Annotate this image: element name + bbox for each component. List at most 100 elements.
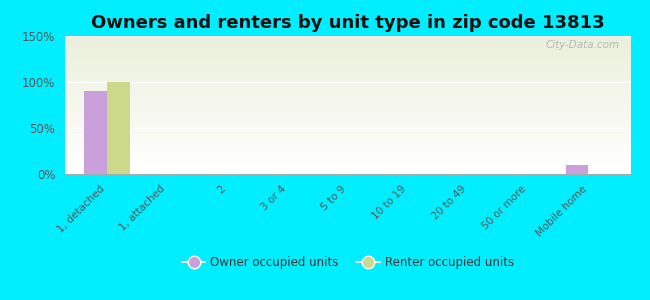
Text: City-Data.com: City-Data.com: [545, 40, 619, 50]
Bar: [65, 109, 630, 110]
Bar: [65, 58, 630, 59]
Bar: [84, 91, 107, 174]
Bar: [65, 171, 630, 172]
Bar: [65, 93, 630, 94]
Bar: [65, 83, 630, 84]
Bar: [65, 75, 630, 76]
Bar: [65, 126, 630, 127]
Bar: [65, 127, 630, 128]
Bar: [65, 72, 630, 73]
Bar: [65, 117, 630, 119]
Bar: [65, 120, 630, 122]
Bar: [65, 138, 630, 140]
Bar: [65, 51, 630, 52]
Bar: [65, 110, 630, 112]
Bar: [65, 158, 630, 159]
Bar: [65, 108, 630, 109]
Bar: [65, 159, 630, 160]
Bar: [65, 38, 630, 39]
Bar: [65, 40, 630, 41]
Bar: [65, 115, 630, 116]
Bar: [65, 156, 630, 158]
Bar: [65, 142, 630, 144]
Bar: [65, 163, 630, 164]
Bar: [65, 70, 630, 72]
Bar: [65, 41, 630, 43]
Bar: [65, 82, 630, 83]
Bar: [65, 43, 630, 44]
Bar: [65, 146, 630, 148]
Bar: [65, 162, 630, 163]
Bar: [65, 103, 630, 105]
Bar: [65, 128, 630, 130]
Bar: [65, 135, 630, 137]
Bar: [65, 133, 630, 134]
Bar: [65, 124, 630, 126]
Bar: [65, 98, 630, 100]
Bar: [65, 140, 630, 141]
Bar: [65, 167, 630, 169]
Bar: [65, 97, 630, 98]
Bar: [65, 69, 630, 70]
Bar: [65, 77, 630, 79]
Bar: [566, 165, 588, 174]
Bar: [65, 153, 630, 155]
Bar: [65, 84, 630, 86]
Bar: [65, 62, 630, 64]
Bar: [65, 101, 630, 102]
Bar: [65, 87, 630, 88]
Bar: [65, 169, 630, 170]
Bar: [65, 88, 630, 90]
Bar: [65, 137, 630, 138]
Bar: [65, 76, 630, 77]
Bar: [65, 152, 630, 153]
Bar: [65, 166, 630, 167]
Bar: [65, 57, 630, 58]
Bar: [65, 106, 630, 108]
Bar: [65, 65, 630, 66]
Bar: [65, 113, 630, 115]
Title: Owners and renters by unit type in zip code 13813: Owners and renters by unit type in zip c…: [91, 14, 604, 32]
Bar: [65, 54, 630, 55]
Bar: [65, 148, 630, 149]
Bar: [65, 55, 630, 57]
Bar: [65, 144, 630, 145]
Bar: [65, 151, 630, 152]
Bar: [65, 68, 630, 69]
Bar: [107, 82, 130, 174]
Bar: [65, 86, 630, 87]
Bar: [65, 47, 630, 48]
Bar: [65, 102, 630, 104]
Bar: [65, 119, 630, 120]
Bar: [65, 145, 630, 146]
Bar: [65, 116, 630, 117]
Bar: [65, 134, 630, 135]
Bar: [65, 149, 630, 151]
Bar: [65, 164, 630, 166]
Bar: [65, 172, 630, 174]
Bar: [65, 94, 630, 95]
Bar: [65, 123, 630, 124]
Bar: [65, 79, 630, 80]
Bar: [65, 66, 630, 68]
Bar: [65, 155, 630, 156]
Bar: [65, 59, 630, 61]
Bar: [65, 122, 630, 123]
Bar: [65, 131, 630, 133]
Bar: [65, 73, 630, 75]
Bar: [65, 46, 630, 47]
Bar: [65, 44, 630, 46]
Bar: [65, 61, 630, 62]
Bar: [65, 170, 630, 171]
Bar: [65, 105, 630, 106]
Bar: [65, 36, 630, 38]
Bar: [65, 100, 630, 101]
Bar: [65, 52, 630, 54]
Bar: [65, 112, 630, 113]
Bar: [65, 80, 630, 82]
Bar: [65, 39, 630, 40]
Legend: Owner occupied units, Renter occupied units: Owner occupied units, Renter occupied un…: [177, 252, 519, 274]
Bar: [65, 130, 630, 131]
Bar: [65, 48, 630, 50]
Bar: [65, 90, 630, 91]
